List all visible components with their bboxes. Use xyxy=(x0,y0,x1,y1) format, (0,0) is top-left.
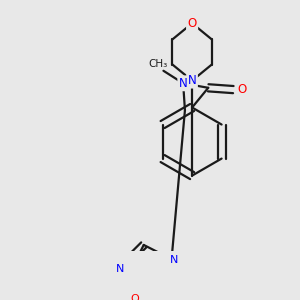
Text: O: O xyxy=(131,294,140,300)
Text: N: N xyxy=(188,74,197,87)
Text: N: N xyxy=(169,255,178,265)
Text: O: O xyxy=(238,83,247,96)
Text: N: N xyxy=(179,77,188,90)
Text: O: O xyxy=(188,17,197,30)
Text: CH₃: CH₃ xyxy=(148,58,168,69)
Text: N: N xyxy=(116,264,124,274)
